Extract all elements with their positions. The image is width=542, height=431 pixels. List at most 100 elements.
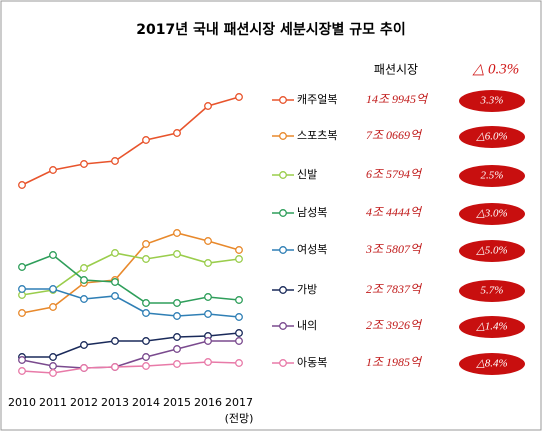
size-label: 6조 5794억 bbox=[366, 167, 423, 181]
point bbox=[142, 353, 150, 361]
change-label: △6.0% bbox=[475, 131, 507, 143]
size-label: 3조 5807억 bbox=[365, 242, 423, 256]
market-header: 패션시장 bbox=[374, 63, 418, 77]
size-label: 14조 9945억 bbox=[366, 92, 429, 106]
point bbox=[173, 299, 181, 307]
x-tick-label: 2017 bbox=[225, 396, 253, 409]
legend-marker bbox=[279, 246, 287, 254]
point bbox=[49, 303, 57, 311]
legend-label: 캐주얼복 bbox=[297, 92, 337, 106]
point bbox=[18, 263, 26, 271]
point bbox=[49, 362, 57, 370]
point bbox=[18, 285, 26, 293]
point bbox=[80, 295, 88, 303]
point bbox=[49, 285, 57, 293]
change-label: △5.0% bbox=[475, 245, 507, 257]
point bbox=[142, 337, 150, 345]
point bbox=[111, 157, 119, 165]
point bbox=[49, 251, 57, 259]
point bbox=[142, 299, 150, 307]
x-tick-label: 2015 bbox=[163, 396, 191, 409]
series-line bbox=[21, 252, 240, 296]
point bbox=[204, 358, 212, 366]
point bbox=[80, 264, 88, 272]
x-tick-label: 2010 bbox=[8, 396, 36, 409]
change-badge bbox=[459, 90, 525, 112]
point bbox=[173, 345, 181, 353]
point bbox=[173, 312, 181, 320]
legend-marker bbox=[279, 359, 287, 367]
change-label: △8.4% bbox=[475, 358, 507, 370]
change-label: 3.3% bbox=[480, 95, 504, 107]
point bbox=[111, 278, 119, 286]
legend-marker bbox=[279, 171, 287, 179]
series-line bbox=[21, 232, 240, 314]
legend-marker bbox=[279, 322, 287, 330]
legend-marker bbox=[279, 96, 287, 104]
point bbox=[235, 329, 243, 337]
point bbox=[18, 356, 26, 364]
point bbox=[111, 363, 119, 371]
point bbox=[49, 353, 57, 361]
legend-label: 내의 bbox=[297, 319, 317, 332]
point bbox=[235, 93, 243, 101]
point bbox=[204, 293, 212, 301]
point bbox=[18, 309, 26, 317]
point bbox=[235, 359, 243, 367]
change-label: △3.0% bbox=[475, 208, 507, 220]
point bbox=[173, 129, 181, 137]
point bbox=[204, 310, 212, 318]
legend-marker bbox=[279, 286, 287, 294]
series-line bbox=[21, 96, 240, 186]
point bbox=[142, 255, 150, 263]
point bbox=[80, 160, 88, 168]
legend-label: 신발 bbox=[297, 168, 317, 181]
chart-title: 2017년 국내 패션시장 세분시장별 규모 추이 bbox=[136, 21, 405, 38]
change-badge bbox=[459, 165, 525, 187]
market-change: △ 0.3% bbox=[472, 61, 520, 77]
point bbox=[235, 246, 243, 254]
point bbox=[142, 309, 150, 317]
change-badge bbox=[459, 353, 525, 375]
x-tick-label: 2011 bbox=[39, 396, 67, 409]
series-line bbox=[22, 332, 240, 358]
point bbox=[142, 136, 150, 144]
point bbox=[235, 255, 243, 263]
point bbox=[235, 296, 243, 304]
point bbox=[80, 341, 88, 349]
point bbox=[173, 333, 181, 341]
legend-label: 여성복 bbox=[297, 243, 327, 256]
change-badge bbox=[459, 316, 525, 338]
point bbox=[173, 360, 181, 368]
point bbox=[49, 166, 57, 174]
legend-marker bbox=[279, 132, 287, 140]
point bbox=[111, 249, 119, 257]
series-line bbox=[22, 288, 240, 318]
size-label: 4조 4444억 bbox=[366, 205, 423, 219]
point bbox=[235, 313, 243, 321]
series-line bbox=[21, 361, 240, 374]
point bbox=[204, 259, 212, 267]
size-label: 2조 3926억 bbox=[366, 318, 423, 332]
x-tick-label: 2013 bbox=[101, 396, 129, 409]
legend-marker bbox=[279, 209, 287, 217]
change-label: 2.5% bbox=[481, 170, 504, 182]
point bbox=[80, 276, 88, 284]
point bbox=[204, 337, 212, 345]
change-badge bbox=[459, 126, 525, 148]
legend-label: 스포츠복 bbox=[297, 129, 337, 142]
point bbox=[142, 240, 150, 248]
x-tick-note: (전망) bbox=[225, 412, 254, 425]
legend-label: 아동복 bbox=[297, 356, 327, 369]
legend-label: 가방 bbox=[297, 283, 317, 296]
point bbox=[80, 364, 88, 372]
change-badge bbox=[459, 203, 525, 225]
size-label: 7조 0669억 bbox=[366, 128, 423, 142]
point bbox=[142, 362, 150, 370]
point bbox=[18, 181, 26, 189]
point bbox=[235, 337, 243, 345]
change-badge bbox=[459, 280, 525, 302]
x-tick-label: 2016 bbox=[194, 396, 222, 409]
series-line bbox=[21, 340, 239, 369]
